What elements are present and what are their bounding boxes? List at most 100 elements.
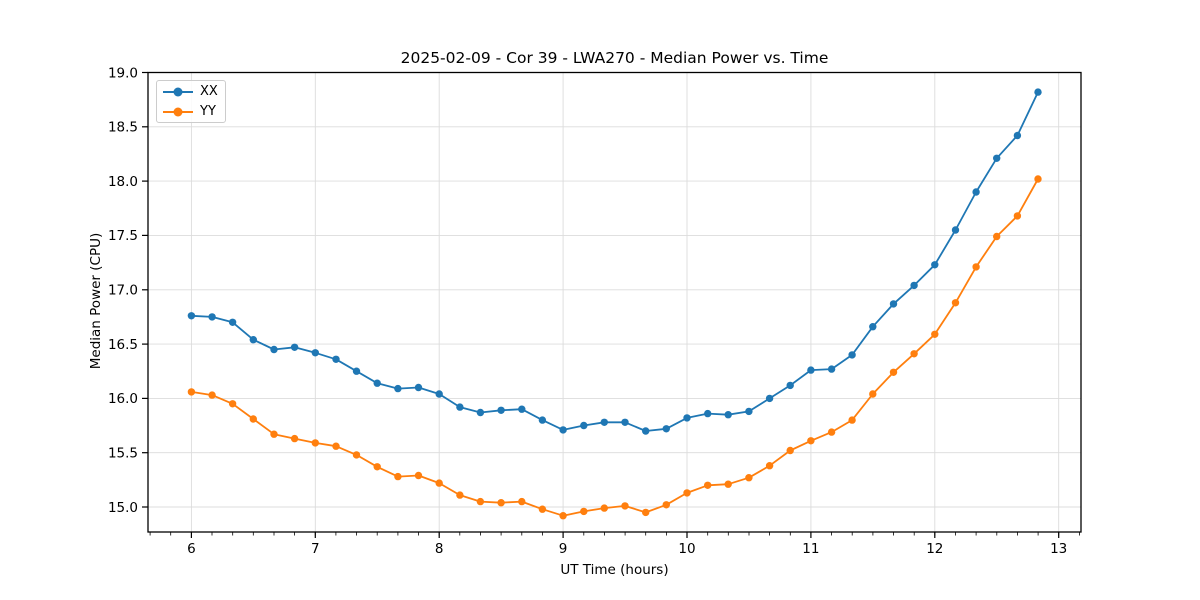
- y-tick-label: 16.5: [108, 337, 138, 353]
- data-point-XX: [290, 343, 299, 351]
- data-point-YY: [518, 497, 526, 506]
- data-point-XX: [600, 418, 608, 426]
- data-point-XX: [352, 367, 361, 375]
- data-point-XX: [476, 408, 485, 417]
- data-point-YY: [993, 232, 1001, 241]
- legend-line-marker-icon: [163, 87, 193, 97]
- data-point-YY: [827, 428, 836, 436]
- data-point-XX: [208, 313, 216, 321]
- data-point-XX: [662, 425, 670, 433]
- data-point-XX: [704, 409, 712, 418]
- data-point-YY: [848, 416, 856, 424]
- y-tick-label: 15.5: [108, 446, 138, 462]
- data-point-XX: [621, 418, 629, 426]
- data-point-YY: [332, 442, 340, 450]
- data-point-XX: [745, 407, 753, 416]
- data-point-YY: [497, 499, 505, 507]
- legend-line-marker-icon: [163, 107, 193, 117]
- data-point-XX: [972, 188, 980, 196]
- data-point-YY: [889, 368, 898, 376]
- data-point-YY: [394, 472, 402, 481]
- data-point-XX: [807, 366, 815, 374]
- x-tick-label: 13: [1050, 541, 1067, 557]
- data-point-YY: [456, 491, 464, 499]
- data-point-XX: [518, 405, 526, 413]
- data-point-YY: [642, 508, 650, 517]
- data-point-YY: [435, 479, 443, 487]
- data-point-YY: [249, 415, 257, 423]
- y-tick-label: 17.0: [108, 283, 138, 299]
- data-point-XX: [228, 318, 237, 326]
- data-point-YY: [476, 497, 485, 506]
- data-point-XX: [931, 261, 939, 269]
- data-point-XX: [332, 355, 340, 363]
- data-point-YY: [972, 263, 980, 271]
- data-point-XX: [724, 411, 732, 419]
- data-point-XX: [311, 349, 319, 357]
- data-point-YY: [704, 481, 712, 489]
- x-tick-label: 7: [311, 541, 320, 557]
- data-point-YY: [745, 474, 753, 482]
- y-tick-label: 16.0: [108, 391, 138, 407]
- data-point-YY: [1034, 175, 1042, 183]
- series-line-XX: [191, 91, 1039, 432]
- data-point-XX: [827, 365, 836, 373]
- data-point-YY: [352, 451, 361, 459]
- legend-label: YY: [200, 104, 216, 119]
- data-point-XX: [270, 345, 278, 354]
- x-tick-label: 8: [435, 541, 444, 557]
- data-point-YY: [270, 430, 278, 438]
- data-point-YY: [228, 400, 237, 408]
- y-tick-label: 18.5: [108, 120, 138, 136]
- data-point-XX: [1013, 131, 1022, 140]
- data-point-XX: [559, 426, 567, 434]
- data-point-YY: [414, 471, 423, 480]
- x-tick-label: 11: [802, 541, 819, 557]
- data-point-XX: [993, 154, 1001, 162]
- legend-item-xx: XX: [163, 83, 218, 100]
- plot-border: [147, 71, 1082, 533]
- data-point-XX: [414, 383, 423, 392]
- y-axis-label: Median Power (CPU): [88, 232, 104, 370]
- data-point-XX: [1034, 88, 1042, 96]
- x-tick-label: 9: [559, 541, 568, 557]
- data-point-XX: [373, 379, 381, 387]
- x-axis-label: UT Time (hours): [560, 562, 669, 578]
- x-tick-label: 10: [678, 541, 695, 557]
- data-point-YY: [724, 480, 732, 488]
- data-point-YY: [538, 505, 547, 513]
- data-point-XX: [580, 421, 588, 430]
- x-tick-label: 6: [187, 541, 196, 557]
- legend-label: XX: [200, 84, 218, 99]
- data-point-YY: [910, 350, 918, 358]
- data-point-YY: [187, 388, 196, 396]
- data-point-YY: [290, 434, 299, 443]
- y-tick-label: 18.0: [108, 174, 138, 190]
- data-point-XX: [889, 300, 898, 308]
- y-tick-label: 17.5: [108, 228, 138, 244]
- data-point-YY: [869, 390, 877, 398]
- data-point-XX: [456, 403, 464, 411]
- data-point-YY: [600, 504, 608, 512]
- data-point-YY: [683, 489, 691, 497]
- data-point-XX: [951, 226, 960, 234]
- data-point-YY: [931, 330, 939, 338]
- y-tick-label: 15.0: [108, 500, 138, 516]
- chart-title: 2025-02-09 - Cor 39 - LWA270 - Median Po…: [400, 49, 829, 67]
- data-point-XX: [910, 281, 918, 290]
- data-point-XX: [869, 323, 877, 331]
- data-point-YY: [951, 299, 960, 307]
- data-point-XX: [435, 390, 443, 398]
- data-point-YY: [662, 501, 670, 509]
- legend-item-yy: YY: [163, 103, 217, 120]
- data-point-YY: [1013, 212, 1022, 220]
- data-point-YY: [373, 463, 381, 471]
- data-point-XX: [187, 312, 196, 320]
- data-point-XX: [765, 394, 774, 403]
- data-point-XX: [642, 427, 650, 435]
- data-point-YY: [621, 502, 629, 510]
- data-point-XX: [497, 406, 505, 414]
- y-tick-label: 19.0: [108, 65, 138, 81]
